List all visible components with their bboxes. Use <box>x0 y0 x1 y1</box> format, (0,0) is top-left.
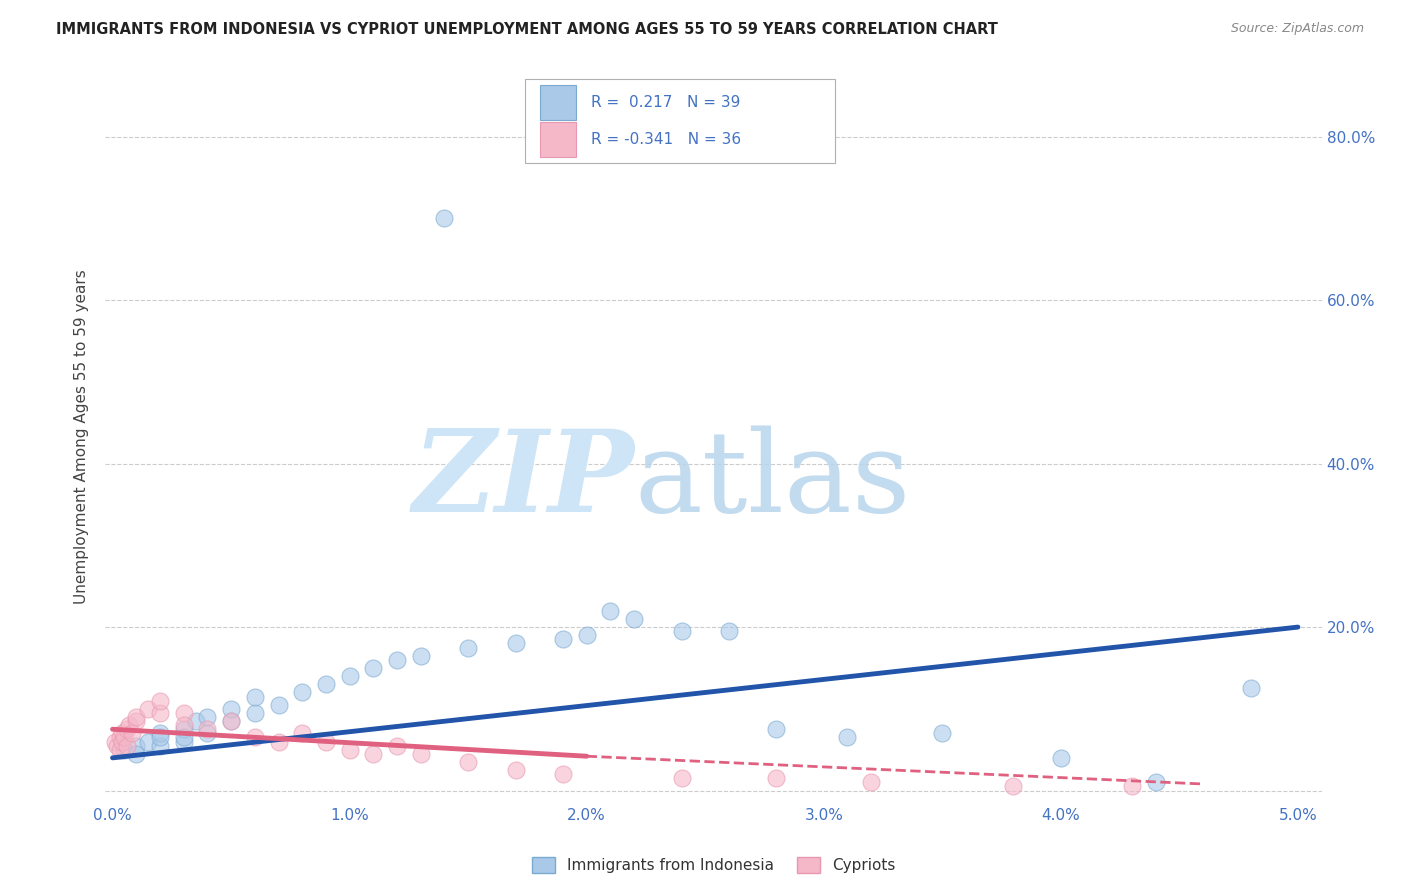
Point <box>363 747 385 761</box>
Point <box>112 742 135 756</box>
Point <box>291 726 314 740</box>
Point <box>108 742 131 756</box>
Point <box>219 714 242 728</box>
Point <box>931 726 953 740</box>
Point <box>1121 780 1143 794</box>
Point <box>105 739 128 753</box>
Point <box>243 731 266 745</box>
Point <box>765 723 787 737</box>
Point <box>433 211 456 226</box>
Point <box>149 726 172 740</box>
Point <box>125 747 148 761</box>
Legend: Immigrants from Indonesia, Cypriots: Immigrants from Indonesia, Cypriots <box>526 851 901 880</box>
Point <box>575 628 598 642</box>
Point <box>837 731 859 745</box>
Point <box>339 742 361 756</box>
Point <box>860 775 883 789</box>
Point <box>623 612 645 626</box>
Point <box>409 648 432 663</box>
Point <box>197 723 219 737</box>
Text: R =  0.217   N = 39: R = 0.217 N = 39 <box>591 95 740 110</box>
Point <box>385 739 408 753</box>
Point <box>112 731 135 745</box>
Point <box>457 640 479 655</box>
Point <box>505 763 527 777</box>
Point <box>599 604 621 618</box>
Point <box>136 734 159 748</box>
Point <box>243 706 266 720</box>
Point <box>149 693 172 707</box>
Point <box>243 690 266 704</box>
Point <box>409 747 432 761</box>
Point <box>1144 775 1167 789</box>
Point <box>136 702 159 716</box>
Point <box>551 632 574 647</box>
Point <box>551 767 574 781</box>
Point <box>149 731 172 745</box>
Text: Source: ZipAtlas.com: Source: ZipAtlas.com <box>1230 22 1364 36</box>
Point <box>315 734 337 748</box>
Point <box>173 718 195 732</box>
Point <box>111 734 134 748</box>
Point <box>765 772 787 786</box>
Point <box>291 685 314 699</box>
Point <box>173 706 195 720</box>
Point <box>1050 751 1073 765</box>
Point <box>173 723 195 737</box>
Point <box>125 714 148 728</box>
Text: IMMIGRANTS FROM INDONESIA VS CYPRIOT UNEMPLOYMENT AMONG AGES 55 TO 59 YEARS CORR: IMMIGRANTS FROM INDONESIA VS CYPRIOT UNE… <box>56 22 998 37</box>
Point <box>108 731 131 745</box>
Point <box>197 710 219 724</box>
Point <box>219 714 242 728</box>
Point <box>457 755 479 769</box>
Point <box>104 734 127 748</box>
Point <box>267 734 290 748</box>
Point <box>717 624 740 639</box>
Point <box>363 661 385 675</box>
Point <box>505 636 527 650</box>
Point <box>111 726 134 740</box>
Text: atlas: atlas <box>634 425 911 536</box>
Point <box>315 677 337 691</box>
Point <box>121 726 143 740</box>
Point <box>173 731 195 745</box>
Bar <box>540 121 576 157</box>
Point <box>671 772 693 786</box>
Point <box>1239 681 1261 696</box>
Point <box>118 718 141 732</box>
Y-axis label: Unemployment Among Ages 55 to 59 years: Unemployment Among Ages 55 to 59 years <box>75 269 90 605</box>
Bar <box>540 85 576 120</box>
Text: R = -0.341   N = 36: R = -0.341 N = 36 <box>591 132 741 147</box>
Point <box>173 734 195 748</box>
Point <box>149 739 172 753</box>
Point <box>385 653 408 667</box>
Point <box>671 624 693 639</box>
Point <box>219 702 242 716</box>
Point <box>125 739 148 753</box>
Point <box>115 739 138 753</box>
Point <box>115 723 138 737</box>
Point <box>267 698 290 712</box>
Point <box>1002 779 1025 793</box>
Point <box>184 714 207 728</box>
Text: ZIP: ZIP <box>412 425 634 536</box>
Point <box>125 710 148 724</box>
Point <box>197 726 219 740</box>
Point <box>339 669 361 683</box>
Bar <box>524 78 835 162</box>
Point <box>149 706 172 720</box>
